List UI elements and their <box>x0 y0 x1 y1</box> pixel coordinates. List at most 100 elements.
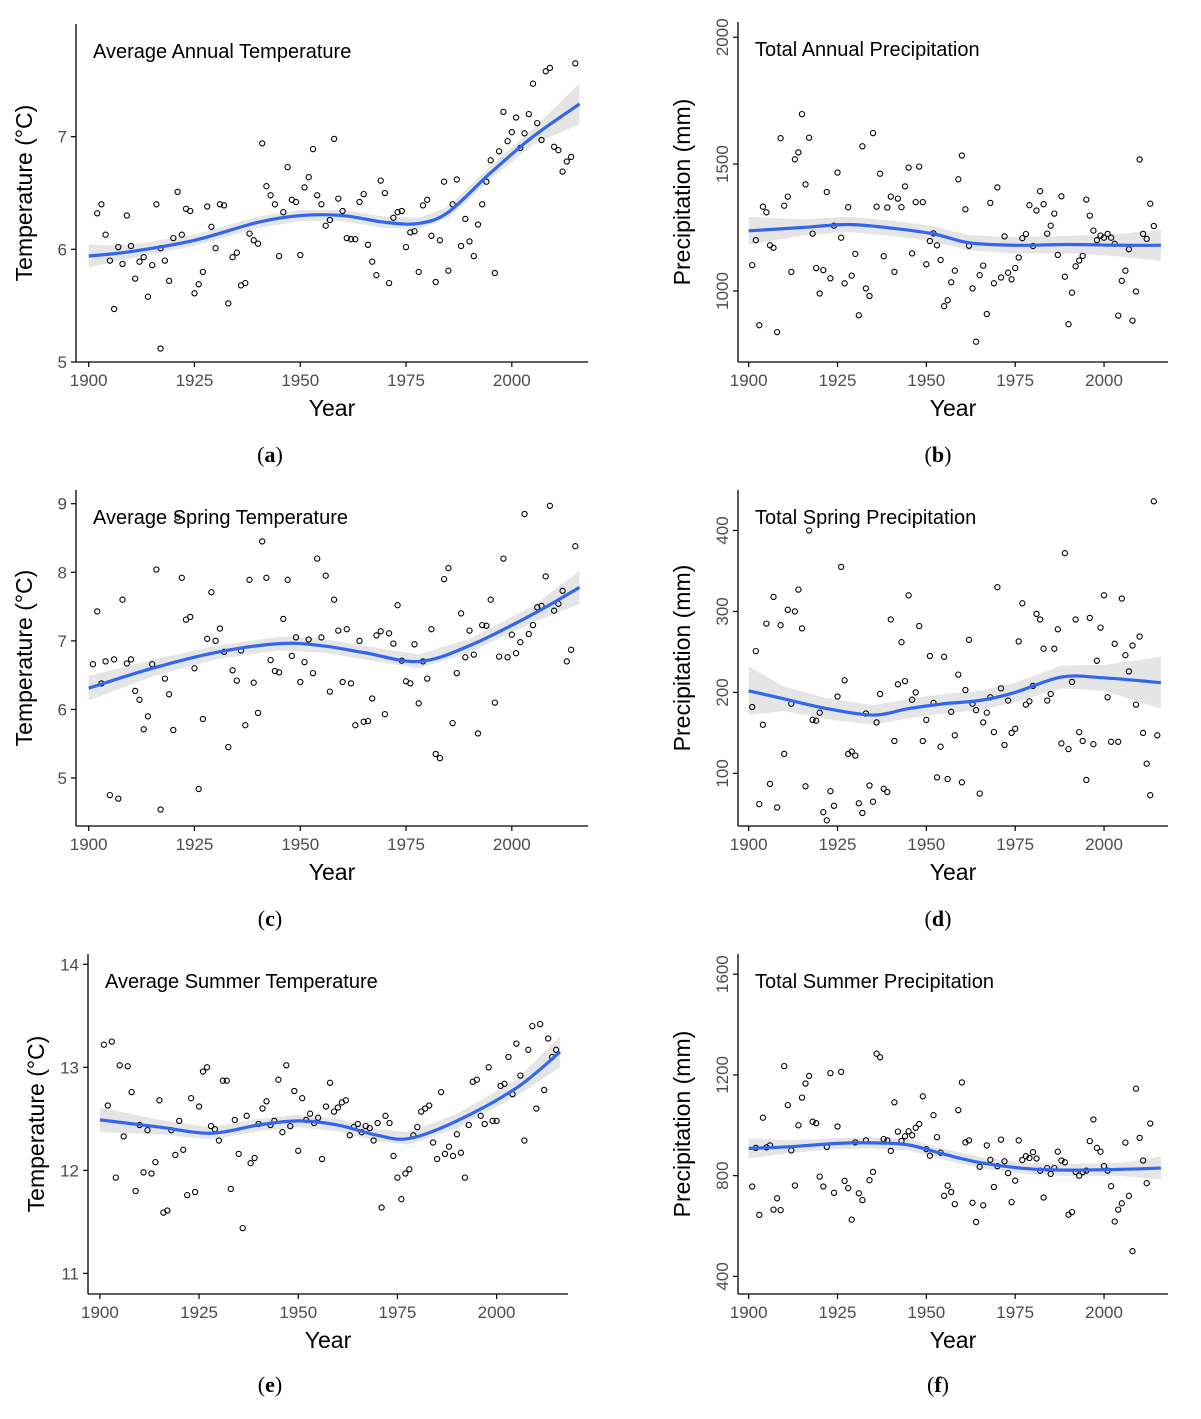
data-point <box>402 1170 409 1177</box>
data-point <box>948 279 955 286</box>
data-point <box>869 129 877 137</box>
data-point <box>170 234 177 242</box>
data-point <box>148 1170 155 1177</box>
data-point <box>465 1121 472 1129</box>
data-point <box>153 201 160 208</box>
data-point <box>841 1177 848 1185</box>
data-point <box>453 176 460 183</box>
data-point <box>457 242 465 250</box>
data-point <box>369 695 376 702</box>
data-point <box>1004 1169 1012 1177</box>
data-point <box>339 678 346 686</box>
data-point <box>827 275 834 282</box>
data-point <box>1093 1144 1101 1152</box>
data-point <box>887 193 894 200</box>
trend-line <box>88 102 581 258</box>
data-point <box>901 183 909 190</box>
data-point <box>263 183 270 190</box>
data-point <box>318 634 325 641</box>
data-point <box>770 1206 777 1213</box>
data-point <box>1019 235 1026 242</box>
data-point <box>271 201 279 208</box>
data-point <box>1107 1183 1115 1190</box>
data-point <box>299 1095 306 1102</box>
data-point <box>802 181 809 188</box>
x-tick-label: 1900 <box>70 371 108 390</box>
data-point <box>347 236 355 243</box>
data-point <box>440 178 448 185</box>
data-point <box>1139 230 1147 238</box>
data-point <box>470 651 477 658</box>
data-point <box>199 1068 207 1075</box>
data-point <box>919 198 926 206</box>
data-point <box>239 1224 246 1232</box>
data-point <box>525 110 532 118</box>
data-point <box>477 1112 484 1119</box>
data-point <box>491 269 499 277</box>
data-point <box>204 635 211 642</box>
x-tick-label: 1900 <box>70 835 108 854</box>
data-point <box>1100 592 1108 599</box>
data-point <box>1068 678 1076 686</box>
data-point <box>374 1119 381 1127</box>
data-point <box>279 1129 286 1136</box>
data-point <box>997 1136 1005 1143</box>
data-point <box>1147 1120 1154 1127</box>
data-point <box>309 145 317 153</box>
data-point <box>926 652 934 660</box>
data-point <box>187 613 194 621</box>
data-point <box>1033 1155 1040 1162</box>
data-point <box>1136 1134 1143 1142</box>
data-point <box>191 290 198 297</box>
data-point <box>901 677 909 685</box>
confidence-band <box>748 656 1161 725</box>
y-tick-label: 200 <box>713 678 732 706</box>
y-tick-label: 7 <box>58 128 67 147</box>
data-point <box>837 563 845 571</box>
data-point <box>318 201 325 208</box>
data-point <box>263 1098 270 1105</box>
data-point <box>466 627 473 634</box>
data-point <box>876 170 884 177</box>
data-point <box>225 743 232 751</box>
y-tick-label: 5 <box>58 769 67 788</box>
data-point <box>983 310 990 318</box>
data-point <box>1061 1159 1069 1166</box>
data-point <box>445 565 452 572</box>
data-point <box>259 140 266 147</box>
data-point <box>390 1152 397 1160</box>
data-point <box>834 693 841 700</box>
data-point <box>500 108 507 116</box>
data-point <box>1143 1180 1150 1187</box>
data-point <box>128 1088 135 1096</box>
data-point <box>752 647 759 655</box>
data-point <box>1125 1192 1133 1199</box>
data-point <box>124 1063 131 1070</box>
data-point <box>525 630 532 638</box>
data-point <box>784 1101 791 1109</box>
data-point <box>436 754 444 762</box>
data-point <box>508 631 515 638</box>
data-point <box>951 267 958 274</box>
data-point <box>164 1207 171 1214</box>
data-point <box>306 1110 314 1117</box>
x-tick-label: 1975 <box>387 371 425 390</box>
x-tick-label: 1925 <box>819 835 857 854</box>
data-point <box>1029 1149 1037 1156</box>
data-point <box>813 717 820 724</box>
data-point <box>944 297 951 304</box>
data-point <box>318 1155 326 1163</box>
data-point <box>449 719 456 727</box>
data-point <box>512 650 520 657</box>
data-point <box>208 589 215 596</box>
data-point <box>378 1204 385 1211</box>
data-point <box>1026 202 1033 209</box>
data-point <box>453 1131 461 1138</box>
data-point <box>1033 610 1040 618</box>
data-point <box>1068 289 1076 296</box>
data-point <box>280 209 287 216</box>
data-point <box>156 1097 163 1104</box>
data-point <box>161 257 169 264</box>
data-point <box>1076 728 1083 736</box>
